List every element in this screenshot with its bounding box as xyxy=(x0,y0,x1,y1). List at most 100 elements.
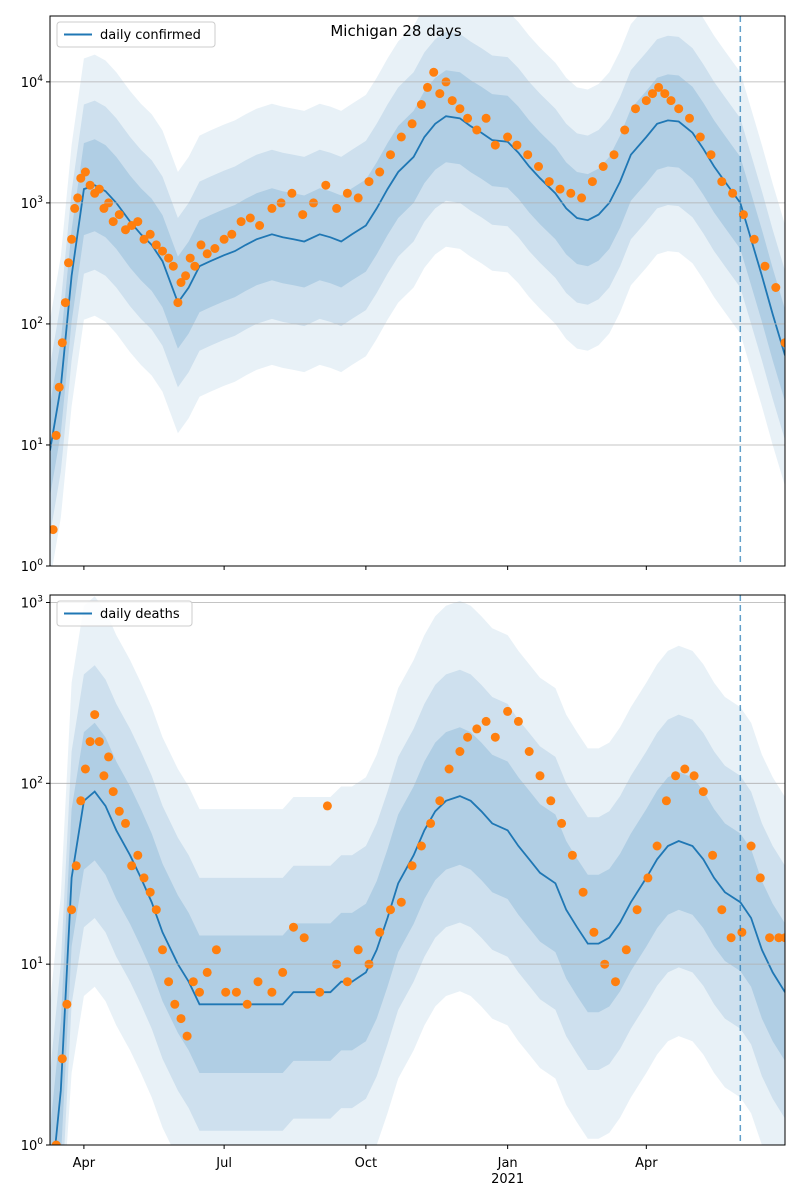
model-line xyxy=(50,115,785,451)
data-point xyxy=(173,298,183,308)
data-point xyxy=(632,905,642,915)
data-point xyxy=(512,140,522,150)
data-point xyxy=(435,796,445,806)
data-point xyxy=(114,210,124,220)
data-point xyxy=(104,752,114,762)
axes-frame xyxy=(49,594,786,1146)
data-point xyxy=(652,841,662,851)
data-point xyxy=(242,999,252,1009)
data-point xyxy=(738,210,748,220)
data-point xyxy=(557,818,567,828)
data-point xyxy=(611,977,620,987)
data-point xyxy=(267,203,277,213)
data-point xyxy=(57,338,67,348)
data-point xyxy=(158,945,167,955)
data-point xyxy=(490,140,500,150)
data-point xyxy=(587,177,597,187)
data-point xyxy=(227,229,237,239)
data-point xyxy=(210,244,220,253)
data-point xyxy=(245,213,255,223)
data-point xyxy=(375,167,385,177)
data-point xyxy=(133,217,143,227)
data-point xyxy=(407,119,417,129)
data-point xyxy=(680,764,690,774)
data-point xyxy=(57,1054,67,1064)
data-point xyxy=(598,162,608,171)
data-point xyxy=(164,977,174,987)
data-point xyxy=(666,96,676,106)
x-tick-label: Apr xyxy=(73,1156,96,1171)
data-point xyxy=(631,104,640,114)
uncertainty-band-1 xyxy=(50,596,785,1145)
data-point xyxy=(447,96,457,106)
data-point xyxy=(51,430,61,440)
data-point xyxy=(648,89,657,99)
data-point xyxy=(695,132,705,142)
uncertainty-band-2 xyxy=(50,31,785,536)
data-point xyxy=(99,771,109,781)
data-point xyxy=(643,873,653,883)
data-point xyxy=(139,234,149,244)
data-point xyxy=(76,796,86,806)
data-point xyxy=(780,338,785,348)
data-point xyxy=(253,977,263,987)
data-point xyxy=(322,801,332,811)
data-point xyxy=(654,82,664,92)
x-tick-label: Jul xyxy=(215,1156,232,1171)
data-point xyxy=(64,258,73,268)
legend-box xyxy=(56,600,193,627)
data-point xyxy=(749,234,759,244)
uncertainty-band-1 xyxy=(50,16,785,566)
data-point xyxy=(386,905,395,915)
data-point xyxy=(190,261,200,271)
data-point xyxy=(54,382,64,392)
data-point xyxy=(70,203,80,213)
data-point xyxy=(726,933,736,943)
data-point xyxy=(94,737,104,747)
data-point xyxy=(342,188,352,198)
panel-deaths: 100 101 102 103 Apr Jul Oct Jan Apr 2021 daily dea… xyxy=(21,594,786,1187)
data-point xyxy=(364,177,374,187)
data-point xyxy=(463,113,473,123)
data-point xyxy=(108,217,118,227)
data-point xyxy=(202,967,212,977)
data-point xyxy=(342,977,352,987)
data-point xyxy=(760,261,770,271)
x-tick-label: Oct xyxy=(355,1156,377,1171)
y-tick-label: 104 xyxy=(21,74,44,91)
data-point xyxy=(289,922,298,932)
data-point xyxy=(472,724,482,734)
legend-box xyxy=(56,21,216,48)
data-point xyxy=(555,184,565,194)
data-point xyxy=(202,249,212,259)
legend: daily confirmed xyxy=(56,21,216,48)
data-point xyxy=(407,861,417,871)
data-point xyxy=(145,229,155,239)
data-point xyxy=(544,177,554,187)
chart-title: Michigan 28 days xyxy=(330,22,461,40)
y-tick-label: 101 xyxy=(21,956,43,973)
data-point xyxy=(444,764,454,774)
data-point xyxy=(73,193,83,203)
data-point xyxy=(176,1014,186,1024)
x-tick-label: Jan xyxy=(497,1156,518,1171)
y-tick-label: 102 xyxy=(21,775,43,792)
data-point xyxy=(490,732,500,742)
data-point xyxy=(566,188,576,198)
y-tick-label: 100 xyxy=(21,558,44,575)
data-point xyxy=(50,525,58,535)
data-point xyxy=(121,818,130,828)
data-point xyxy=(80,167,90,177)
plot-area xyxy=(50,16,785,566)
data-point xyxy=(188,977,198,987)
x-tick-label: Apr xyxy=(635,1156,658,1171)
data-point xyxy=(535,771,545,781)
data-point xyxy=(170,999,180,1009)
data-point xyxy=(67,905,77,915)
data-point xyxy=(609,150,619,160)
data-point xyxy=(524,747,534,756)
data-point xyxy=(671,771,681,781)
data-point xyxy=(698,787,708,797)
plot-area xyxy=(50,596,785,1145)
